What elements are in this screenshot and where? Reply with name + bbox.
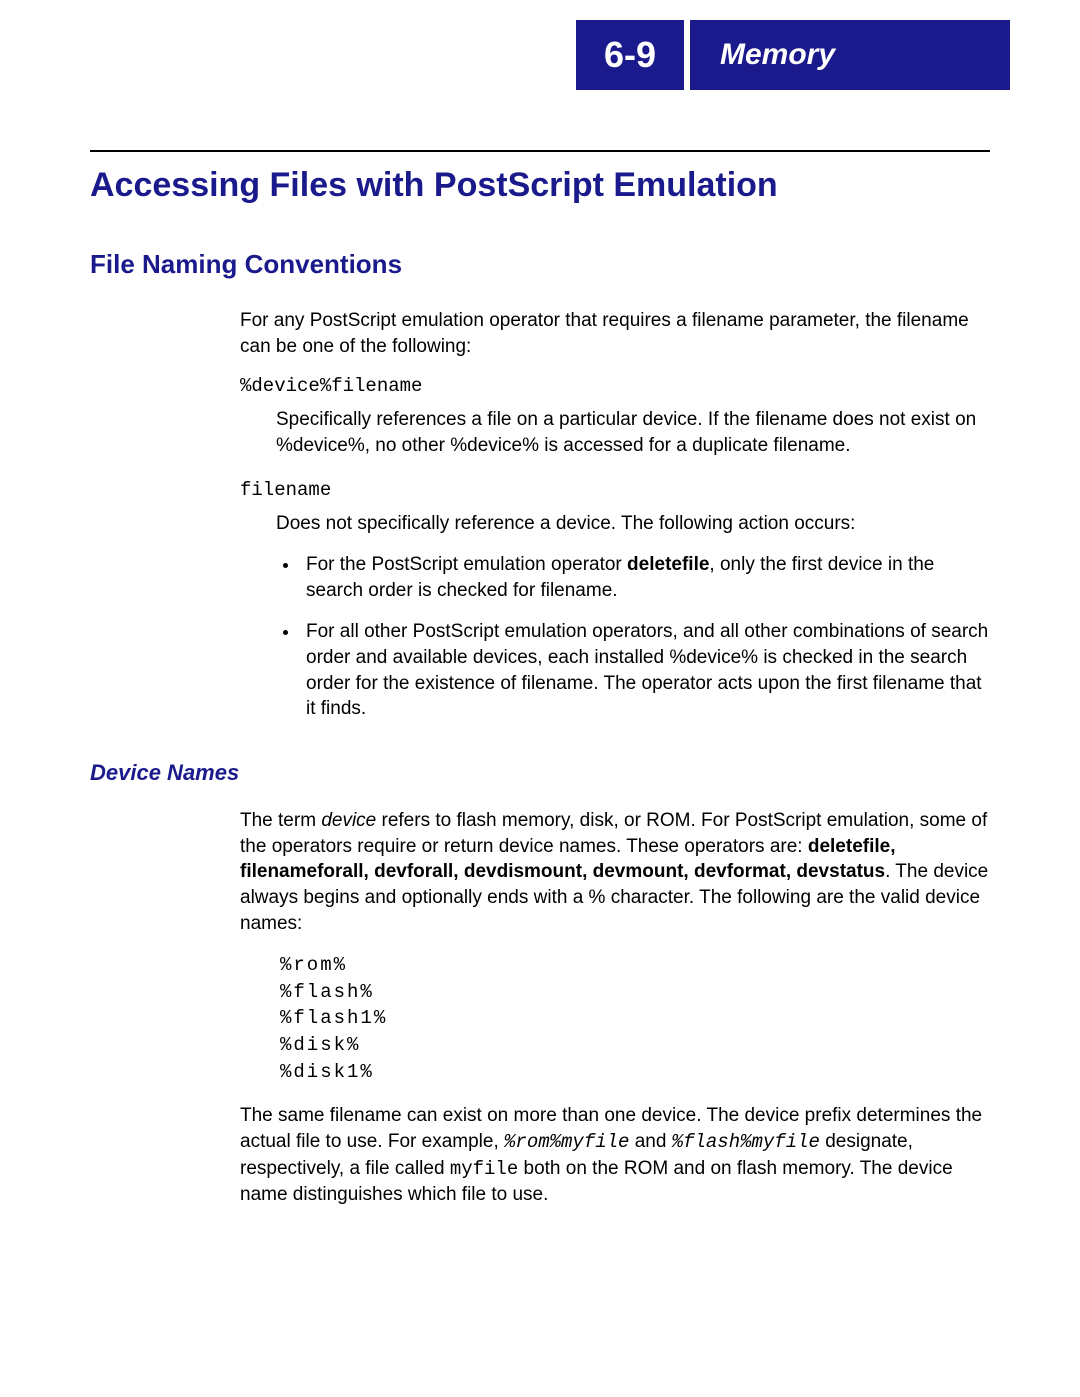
page-header: 6-9 Memory — [90, 20, 1010, 90]
device-name-list: %rom% %flash% %flash1% %disk% %disk1% — [280, 952, 990, 1085]
italic-term: device — [321, 810, 376, 831]
section-rule — [90, 150, 990, 152]
list-item: For the PostScript emulation operator de… — [300, 552, 990, 603]
device-name-item: %flash1% — [280, 1005, 990, 1032]
chapter-title-box: Memory — [690, 20, 1010, 90]
intro-paragraph: For any PostScript emulation operator th… — [240, 308, 990, 359]
definition-body-filename: Does not specifically reference a device… — [276, 511, 990, 722]
code-inline: myfile — [450, 1158, 518, 1180]
text-run: The term — [240, 810, 321, 831]
device-name-item: %disk% — [280, 1032, 990, 1059]
device-name-item: %rom% — [280, 952, 990, 979]
page-number-box: 6-9 — [576, 20, 684, 90]
definition-term-device-filename: %device%filename — [240, 375, 990, 397]
subsubsection-device-names: Device Names — [90, 760, 990, 786]
device-names-paragraph-1: The term device refers to flash memory, … — [240, 808, 990, 936]
subsection-file-naming: File Naming Conventions — [90, 249, 990, 280]
list-item: For all other PostScript emulation opera… — [300, 619, 990, 722]
document-page: 6-9 Memory Accessing Files with PostScri… — [0, 0, 1080, 1284]
device-names-paragraph-2: The same filename can exist on more than… — [240, 1103, 990, 1208]
bullet-text-a: For the PostScript emulation operator — [306, 554, 627, 575]
bullet-bold: deletefile — [627, 554, 709, 575]
device-name-item: %flash% — [280, 979, 990, 1006]
definition-text: Specifically references a file on a part… — [276, 407, 990, 458]
file-naming-body: For any PostScript emulation operator th… — [240, 308, 990, 722]
definition-text: Does not specifically reference a device… — [276, 511, 990, 537]
code-inline: %flash%myfile — [672, 1131, 820, 1153]
definition-term-filename: filename — [240, 479, 990, 501]
code-inline: %rom%myfile — [504, 1131, 629, 1153]
text-run: and — [629, 1131, 671, 1152]
section-title: Accessing Files with PostScript Emulatio… — [90, 166, 990, 205]
device-name-item: %disk1% — [280, 1059, 990, 1086]
definition-body-device-filename: Specifically references a file on a part… — [276, 407, 990, 458]
filename-bullet-list: For the PostScript emulation operator de… — [276, 552, 990, 722]
device-names-body: The term device refers to flash memory, … — [240, 808, 990, 1208]
